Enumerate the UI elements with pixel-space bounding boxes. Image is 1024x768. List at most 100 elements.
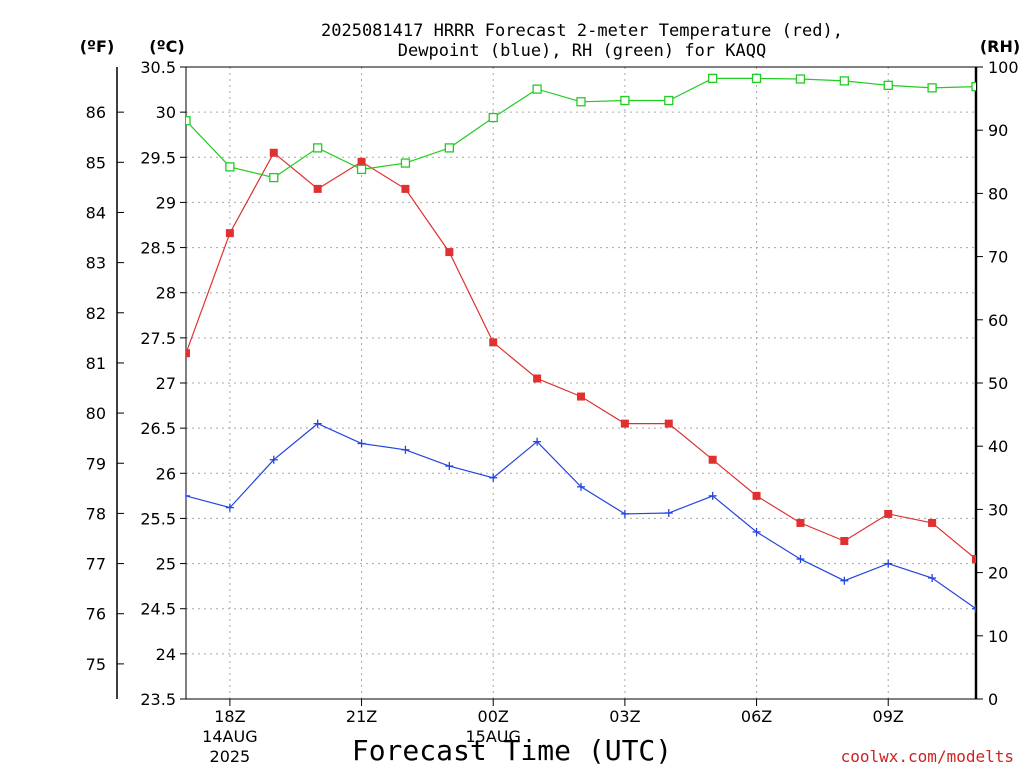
x-tick-label: 09Z (873, 707, 904, 726)
celsius-tick-label: 29 (156, 193, 176, 212)
rh-tick-label: 40 (988, 437, 1008, 456)
chart-title-line-1: 2025081417 HRRR Forecast 2-meter Tempera… (321, 21, 843, 41)
temperature-point (884, 509, 893, 518)
rh-point (313, 143, 323, 153)
dewpoint-point (840, 576, 849, 585)
dewpoint-point (186, 491, 190, 500)
fahrenheit-tick-label: 85 (86, 153, 106, 172)
dewpoint-point (445, 462, 454, 471)
celsius-tick-label: 29.5 (140, 148, 176, 167)
temperature-point (577, 392, 585, 401)
temperature-point (752, 491, 761, 500)
rh-point (225, 162, 235, 172)
dewpoint-line (186, 422, 976, 610)
rh-tick-label: 20 (988, 564, 1008, 583)
dewpoint-point (752, 527, 761, 536)
celsius-tick-label: 27 (156, 374, 176, 393)
temperature-point (928, 518, 937, 527)
rh-unit-label: (RH) (980, 37, 1020, 56)
celsius-tick-label: 28 (156, 284, 176, 303)
rh-tick-label: 10 (988, 627, 1008, 646)
fahrenheit-tick-label: 77 (86, 555, 106, 574)
rh-tick-label: 60 (988, 311, 1008, 330)
celsius-unit-label: (ºC) (149, 37, 184, 56)
x-tick-date: 14AUG (202, 727, 257, 746)
rh-point (488, 112, 498, 123)
rh-tick-label: 50 (988, 374, 1008, 393)
dewpoint-point (401, 445, 410, 454)
celsius-tick-label: 25 (156, 555, 176, 574)
celsius-tick-label: 23.5 (140, 690, 176, 709)
x-tick-label: 06Z (741, 707, 772, 726)
x-tick-label: 21Z (346, 707, 377, 726)
temperature-point (313, 184, 322, 193)
dewpoint-point (269, 455, 278, 464)
temperature-point (840, 537, 849, 545)
temperature-series (186, 148, 976, 564)
celsius-tick-label: 26.5 (140, 419, 176, 438)
fahrenheit-tick-label: 78 (86, 504, 106, 523)
temperature-point (533, 374, 542, 383)
dewpoint-point (313, 419, 322, 428)
fahrenheit-tick-label: 81 (86, 354, 106, 373)
fahrenheit-tick-label: 76 (86, 605, 106, 624)
fahrenheit-tick-label: 75 (86, 655, 106, 674)
rh-point (708, 73, 718, 84)
temperature-point (708, 455, 717, 464)
temperature-point (972, 555, 976, 564)
rh-series (186, 73, 976, 183)
rh-tick-label: 30 (988, 500, 1008, 519)
temperature-point (489, 338, 498, 347)
temperature-line (186, 151, 976, 560)
fahrenheit-unit-label: (ºF) (80, 37, 115, 56)
rh-tick-label: 80 (988, 184, 1008, 203)
fahrenheit-tick-label: 83 (86, 254, 106, 273)
dewpoint-point (620, 509, 629, 518)
rh-point (576, 97, 586, 107)
series-layer (186, 73, 976, 613)
celsius-tick-label: 30.5 (140, 58, 176, 77)
temperature-point (357, 157, 366, 166)
dewpoint-point (884, 559, 893, 568)
x-tick-date: 15AUG (466, 727, 521, 746)
chart-title-line-2: Dewpoint (blue), RH (green) for KAQQ (398, 41, 766, 61)
rh-point (883, 80, 893, 90)
dewpoint-point (708, 491, 717, 500)
dewpoint-point (533, 437, 542, 446)
dewpoint-point (577, 482, 585, 491)
dewpoint-point (796, 555, 805, 564)
rh-point (444, 143, 454, 153)
fahrenheit-tick-label: 80 (86, 404, 106, 423)
x-tick-label: 03Z (609, 707, 640, 726)
celsius-tick-label: 30 (156, 103, 176, 122)
rh-point (751, 73, 762, 84)
x-axis-label: Forecast Time (UTC) (352, 734, 672, 767)
rh-point (971, 81, 976, 92)
rh-point (620, 95, 630, 106)
celsius-tick-label: 27.5 (140, 329, 176, 348)
credit-text: coolwx.com/modelts (841, 747, 1014, 766)
temperature-point (796, 518, 805, 527)
fahrenheit-tick-label: 79 (86, 454, 106, 473)
dewpoint-point (357, 439, 366, 448)
x-tick-label: 00Z (478, 707, 509, 726)
x-tick-year: 2025 (210, 747, 251, 766)
rh-tick-label: 70 (988, 248, 1008, 267)
rh-point (400, 158, 411, 168)
temperature-point (664, 419, 673, 428)
celsius-tick-label: 28.5 (140, 239, 176, 258)
rh-tick-label: 90 (988, 121, 1008, 140)
rh-point (795, 74, 806, 84)
rh-point (269, 172, 279, 183)
temperature-point (225, 229, 234, 238)
plot-frame (185, 66, 977, 700)
rh-tick-label: 100 (988, 58, 1019, 77)
rh-point (186, 116, 191, 126)
rh-line (186, 77, 976, 179)
x-tick-label: 18Z (214, 707, 245, 726)
rh-point (532, 84, 542, 94)
dewpoint-point (489, 473, 498, 482)
temperature-point (620, 419, 629, 428)
temperature-point (445, 248, 454, 257)
